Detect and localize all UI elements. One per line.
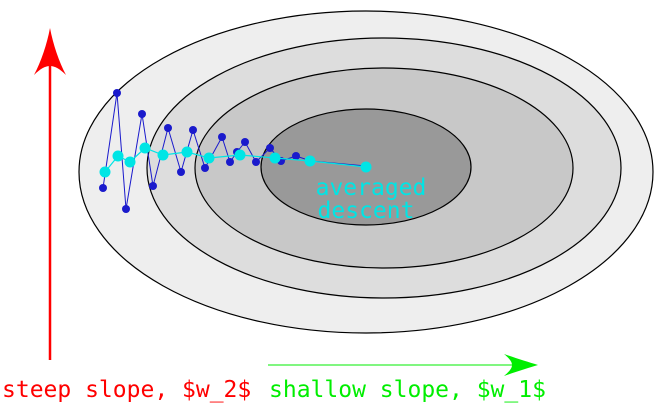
shallow-arrow — [268, 354, 538, 376]
averaged-point — [139, 142, 151, 154]
averaged-point — [269, 152, 281, 164]
averaged-label-line2: descent — [318, 198, 415, 224]
averaged-point — [203, 152, 215, 164]
averaged-point — [157, 149, 169, 161]
sgd-point — [218, 133, 226, 141]
sgd-point — [266, 144, 274, 152]
sgd-point — [164, 124, 172, 132]
averaged-label-line1: averaged — [316, 175, 427, 201]
averaged-point — [181, 146, 193, 158]
steep-arrow — [34, 28, 66, 360]
averaged-point — [112, 150, 124, 162]
sgd-point — [149, 182, 157, 190]
averaged-path-points — [99, 142, 372, 178]
averaged-point — [99, 166, 111, 178]
sgd-point — [226, 158, 234, 166]
averaged-point — [124, 156, 136, 168]
shallow-slope-label: shallow slope, $w_1$ — [269, 377, 546, 403]
sgd-point — [177, 168, 185, 176]
sgd-point — [138, 110, 146, 118]
steep-arrowhead-icon — [34, 28, 66, 75]
sgd-point — [201, 164, 209, 172]
averaged-point — [304, 155, 316, 167]
steep-slope-label: steep slope, $w_2$ — [2, 377, 251, 403]
sgd-point — [292, 152, 300, 160]
sgd-point — [122, 205, 130, 213]
sgd-point — [113, 89, 121, 97]
sgd-point — [252, 158, 260, 166]
sgd-point — [99, 184, 107, 192]
sgd-point — [189, 126, 197, 134]
averaged-point — [360, 161, 372, 173]
sgd-point — [241, 138, 249, 146]
shallow-arrowhead-icon — [504, 354, 538, 376]
averaged-point — [234, 149, 246, 161]
averaged-path — [99, 142, 372, 178]
